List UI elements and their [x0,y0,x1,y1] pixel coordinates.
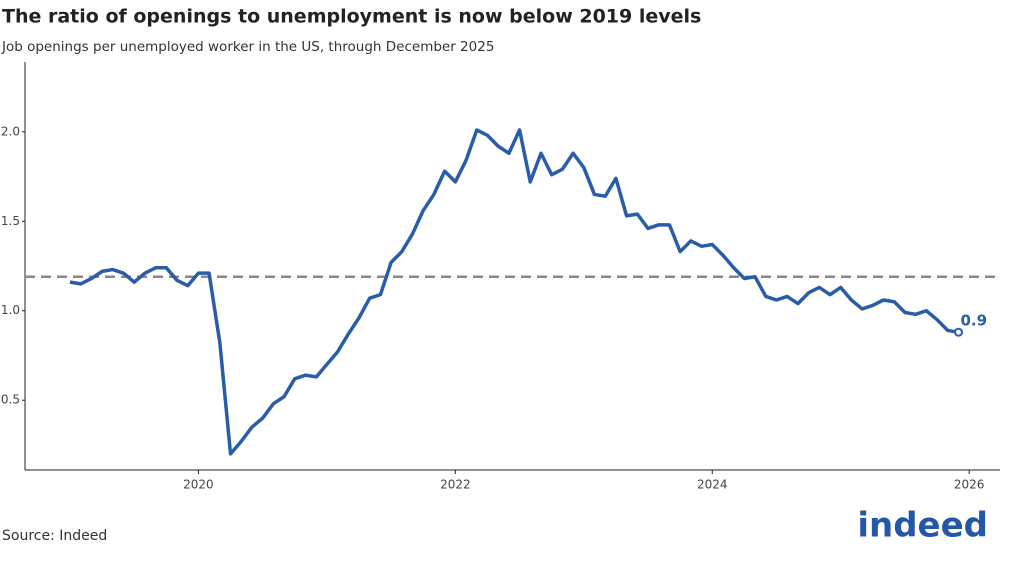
end-point [954,327,964,337]
source: Source: Indeed [2,528,107,544]
y-tick-label: 1.0 [1,303,20,317]
chart-title: The ratio of openings to unemployment is… [2,6,701,28]
y-tick-label: 2.0 [1,124,20,138]
y-tick-label: 0.5 [1,393,20,407]
x-tick-label: 2024 [697,478,728,492]
line-series [69,128,959,456]
chart-subtitle: Job openings per unemployed worker in th… [1,39,494,55]
value-label: 0.9 [961,312,988,330]
logo: indeed [857,506,988,546]
x-tick-label: 2020 [183,478,214,492]
x-tick-label: 2026 [954,478,985,492]
x-tick-label: 2022 [440,478,471,492]
y-tick-label: 1.5 [1,214,20,228]
